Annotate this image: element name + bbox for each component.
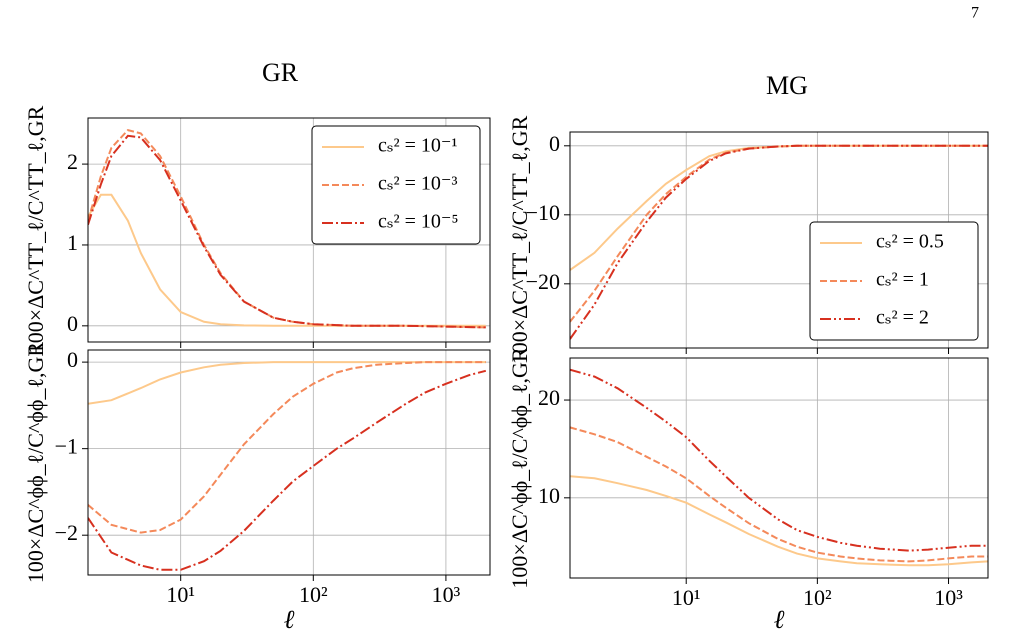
legend-label: cₛ² = 10⁻⁵	[378, 211, 458, 233]
y-axis-label: 100×ΔC^ϕϕ_ℓ/C^ϕϕ_ℓ,GR	[23, 342, 48, 583]
plot-frame	[87, 349, 491, 576]
legend: cₛ² = 10⁻¹ cₛ² = 10⁻³ cₛ² = 10⁻⁵	[311, 125, 481, 245]
legend-label: cₛ² = 2	[876, 307, 929, 329]
x-tick-label: 10¹	[166, 582, 195, 607]
panel: 10¹ 10² 10³ 0 −1 −2 100×ΔC^ϕϕ_ℓ/C^ϕϕ_ℓ,GR ℓ	[23, 342, 491, 634]
series-line	[570, 144, 988, 340]
legend-label: cₛ² = 10⁻³	[378, 173, 457, 195]
y-tick-label: −20	[526, 269, 560, 294]
y-tick-label: 20	[538, 385, 560, 410]
x-axis-label: ℓ	[284, 605, 295, 634]
legend-label: cₛ² = 1	[876, 269, 929, 291]
x-tick-label: 10²	[803, 585, 832, 610]
y-tick-label: 0	[67, 311, 78, 336]
series-line	[88, 361, 486, 534]
y-tick-label: 0	[67, 347, 78, 372]
x-tick-label: 10²	[299, 582, 328, 607]
plot-frame	[569, 357, 989, 579]
legend: cₛ² = 0.5 cₛ² = 1 cₛ² = 2	[809, 221, 979, 341]
legend-label: cₛ² = 0.5	[876, 231, 944, 253]
y-tick-label: −1	[55, 434, 78, 459]
panel-title: GR	[262, 58, 299, 87]
panel-title: MG	[766, 71, 808, 100]
legend-box	[311, 125, 481, 245]
legend-label: cₛ² = 10⁻¹	[378, 135, 457, 157]
x-tick-label: 10³	[934, 585, 963, 610]
plot-frame	[569, 131, 989, 349]
series-line	[88, 134, 486, 329]
y-tick-label: −10	[526, 200, 560, 225]
series-line	[88, 369, 487, 571]
legend-box	[809, 221, 979, 341]
series-line	[570, 426, 988, 563]
series-line	[570, 475, 988, 567]
y-tick-label: 2	[67, 149, 78, 174]
y-tick-label: −2	[55, 520, 78, 545]
y-tick-label: 0	[549, 131, 560, 156]
y-tick-label: 1	[67, 230, 78, 255]
y-tick-label: 10	[538, 483, 560, 508]
y-axis-label: 100×ΔC^TT_ℓ/C^TT_ℓ,GR	[23, 105, 48, 354]
page-number: 7	[971, 5, 979, 22]
x-tick-label: 10¹	[672, 585, 701, 610]
y-axis-label: 100×ΔC^ϕϕ_ℓ/C^ϕϕ_ℓ,GR	[507, 347, 532, 588]
series-line	[570, 368, 988, 552]
x-tick-label: 10³	[432, 582, 461, 607]
plot-frame	[87, 117, 491, 343]
y-axis-label: 100×ΔC^TT_ℓ/C^TT_ℓ,GR	[507, 115, 532, 364]
x-axis-label: ℓ	[774, 605, 785, 634]
